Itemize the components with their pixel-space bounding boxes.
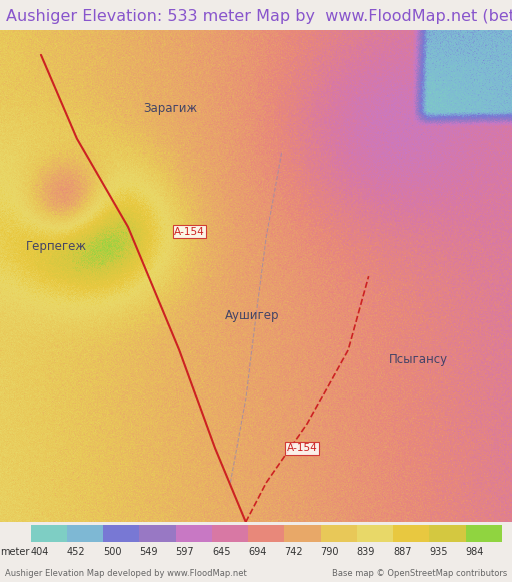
Text: 645: 645: [212, 547, 230, 557]
Text: 839: 839: [357, 547, 375, 557]
Text: Аушигер: Аушигер: [225, 309, 280, 322]
Text: meter: meter: [0, 547, 29, 557]
Text: А-154: А-154: [287, 443, 317, 453]
Bar: [429, 525, 465, 542]
Bar: [31, 525, 67, 542]
Bar: [139, 525, 176, 542]
Text: 597: 597: [176, 547, 194, 557]
Text: Aushiger Elevation: 533 meter Map by  www.FloodMap.net (beta): Aushiger Elevation: 533 meter Map by www…: [6, 9, 512, 24]
Bar: [176, 525, 212, 542]
Bar: [393, 525, 429, 542]
Text: Псыгансу: Псыгансу: [389, 353, 448, 366]
Bar: [212, 525, 248, 542]
Text: 742: 742: [284, 547, 303, 557]
Bar: [103, 525, 139, 542]
Text: 452: 452: [67, 547, 86, 557]
Bar: [465, 525, 502, 542]
Text: Зарагиж: Зарагиж: [143, 102, 198, 115]
Text: Aushiger Elevation Map developed by www.FloodMap.net: Aushiger Elevation Map developed by www.…: [5, 569, 247, 579]
Bar: [248, 525, 284, 542]
Text: А-154: А-154: [174, 227, 205, 237]
Text: 984: 984: [465, 547, 484, 557]
Bar: [357, 525, 393, 542]
Text: 404: 404: [31, 547, 49, 557]
Text: 549: 549: [139, 547, 158, 557]
Text: 500: 500: [103, 547, 122, 557]
Text: Герпегеж: Герпегеж: [26, 240, 87, 253]
Text: Base map © OpenStreetMap contributors: Base map © OpenStreetMap contributors: [332, 569, 507, 579]
Text: 694: 694: [248, 547, 267, 557]
Bar: [321, 525, 357, 542]
Text: 887: 887: [393, 547, 412, 557]
Bar: [284, 525, 321, 542]
Bar: [67, 525, 103, 542]
Text: 935: 935: [429, 547, 448, 557]
Text: 790: 790: [321, 547, 339, 557]
